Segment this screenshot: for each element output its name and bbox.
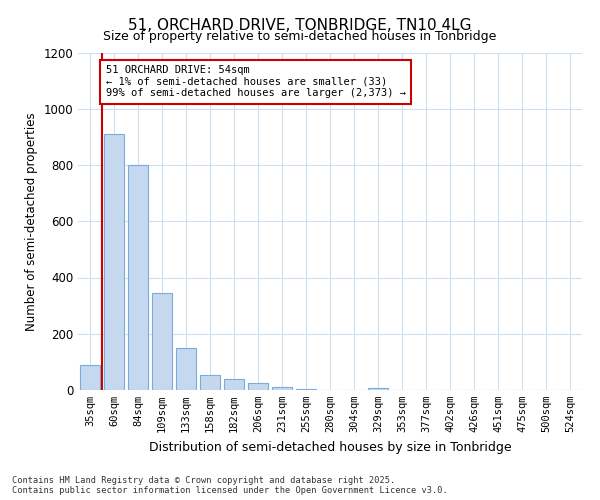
Bar xyxy=(248,383,268,390)
Bar xyxy=(176,348,196,390)
X-axis label: Distribution of semi-detached houses by size in Tonbridge: Distribution of semi-detached houses by … xyxy=(149,440,511,454)
Text: Contains HM Land Registry data © Crown copyright and database right 2025.
Contai: Contains HM Land Registry data © Crown c… xyxy=(12,476,448,495)
Bar xyxy=(104,134,124,390)
Bar xyxy=(128,165,148,390)
Text: Size of property relative to semi-detached houses in Tonbridge: Size of property relative to semi-detach… xyxy=(103,30,497,43)
Bar xyxy=(368,388,388,390)
Bar xyxy=(200,374,220,390)
Bar xyxy=(296,388,316,390)
Text: 51 ORCHARD DRIVE: 54sqm
← 1% of semi-detached houses are smaller (33)
99% of sem: 51 ORCHARD DRIVE: 54sqm ← 1% of semi-det… xyxy=(106,65,406,98)
Bar xyxy=(152,293,172,390)
Bar xyxy=(224,380,244,390)
Bar xyxy=(272,387,292,390)
Y-axis label: Number of semi-detached properties: Number of semi-detached properties xyxy=(25,112,38,330)
Bar xyxy=(80,364,100,390)
Text: 51, ORCHARD DRIVE, TONBRIDGE, TN10 4LG: 51, ORCHARD DRIVE, TONBRIDGE, TN10 4LG xyxy=(128,18,472,32)
